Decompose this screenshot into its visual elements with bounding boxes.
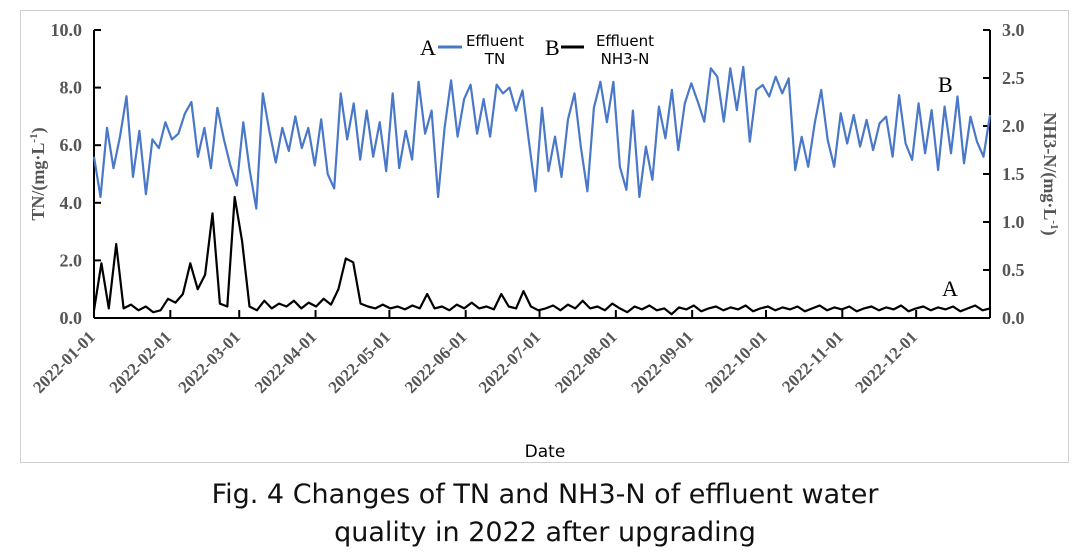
left-tick-label: 4.0 bbox=[60, 193, 83, 213]
legend-a-label-2: TN bbox=[484, 50, 505, 68]
legend-a-label-1: Effluent bbox=[466, 32, 524, 50]
caption-line-1: Fig. 4 Changes of TN and NH3-N of efflue… bbox=[211, 479, 879, 510]
left-tick-label: 8.0 bbox=[60, 78, 83, 98]
left-tick-label: 6.0 bbox=[60, 135, 83, 155]
tn-series-line bbox=[92, 65, 992, 210]
annotation-b: B bbox=[938, 72, 953, 97]
legend: A Effluent TN B Effluent NH3-N bbox=[420, 32, 654, 68]
left-axis-label-sup: -1 bbox=[28, 133, 40, 142]
right-tick-label: 1.5 bbox=[1002, 164, 1025, 184]
left-tick-label: 0.0 bbox=[60, 308, 83, 328]
x-axis-label: Date bbox=[525, 442, 566, 462]
legend-b-label-2: NH3-N bbox=[601, 50, 650, 68]
right-tick-label: 0.0 bbox=[1002, 308, 1025, 328]
legend-b-letter: B bbox=[545, 35, 560, 60]
right-tick-label: 2.0 bbox=[1002, 116, 1025, 136]
legend-b-label-1: Effluent bbox=[596, 32, 654, 50]
legend-a-letter: A bbox=[420, 35, 436, 60]
annotation-a: A bbox=[942, 276, 958, 301]
series-layer bbox=[92, 65, 992, 316]
chart-frame bbox=[20, 10, 1069, 463]
left-axis-label: TN/(mg·L-1) bbox=[28, 127, 49, 220]
figure-caption: Fig. 4 Changes of TN and NH3-N of efflue… bbox=[0, 476, 1090, 552]
left-tick-label: 2.0 bbox=[60, 250, 83, 270]
right-axis-label-sup: -1 bbox=[1048, 220, 1060, 229]
right-axis-label-main: NH3-N/(mg·L bbox=[1039, 112, 1060, 220]
caption-line-2: quality in 2022 after upgrading bbox=[334, 517, 756, 548]
right-tick-label: 0.5 bbox=[1002, 260, 1025, 280]
left-axis-label-main: TN/(mg·L bbox=[28, 143, 49, 221]
nh3n-series-line bbox=[92, 195, 991, 316]
right-axis-label: NH3-N/(mg·L-1) bbox=[1039, 112, 1060, 235]
right-tick-label: 2.5 bbox=[1002, 68, 1025, 88]
left-tick-label: 10.0 bbox=[51, 20, 83, 40]
right-tick-label: 1.0 bbox=[1002, 212, 1025, 232]
right-axis-label-end: ) bbox=[1039, 230, 1060, 236]
right-tick-label: 3.0 bbox=[1002, 20, 1025, 40]
left-axis-label-end: ) bbox=[28, 127, 49, 133]
